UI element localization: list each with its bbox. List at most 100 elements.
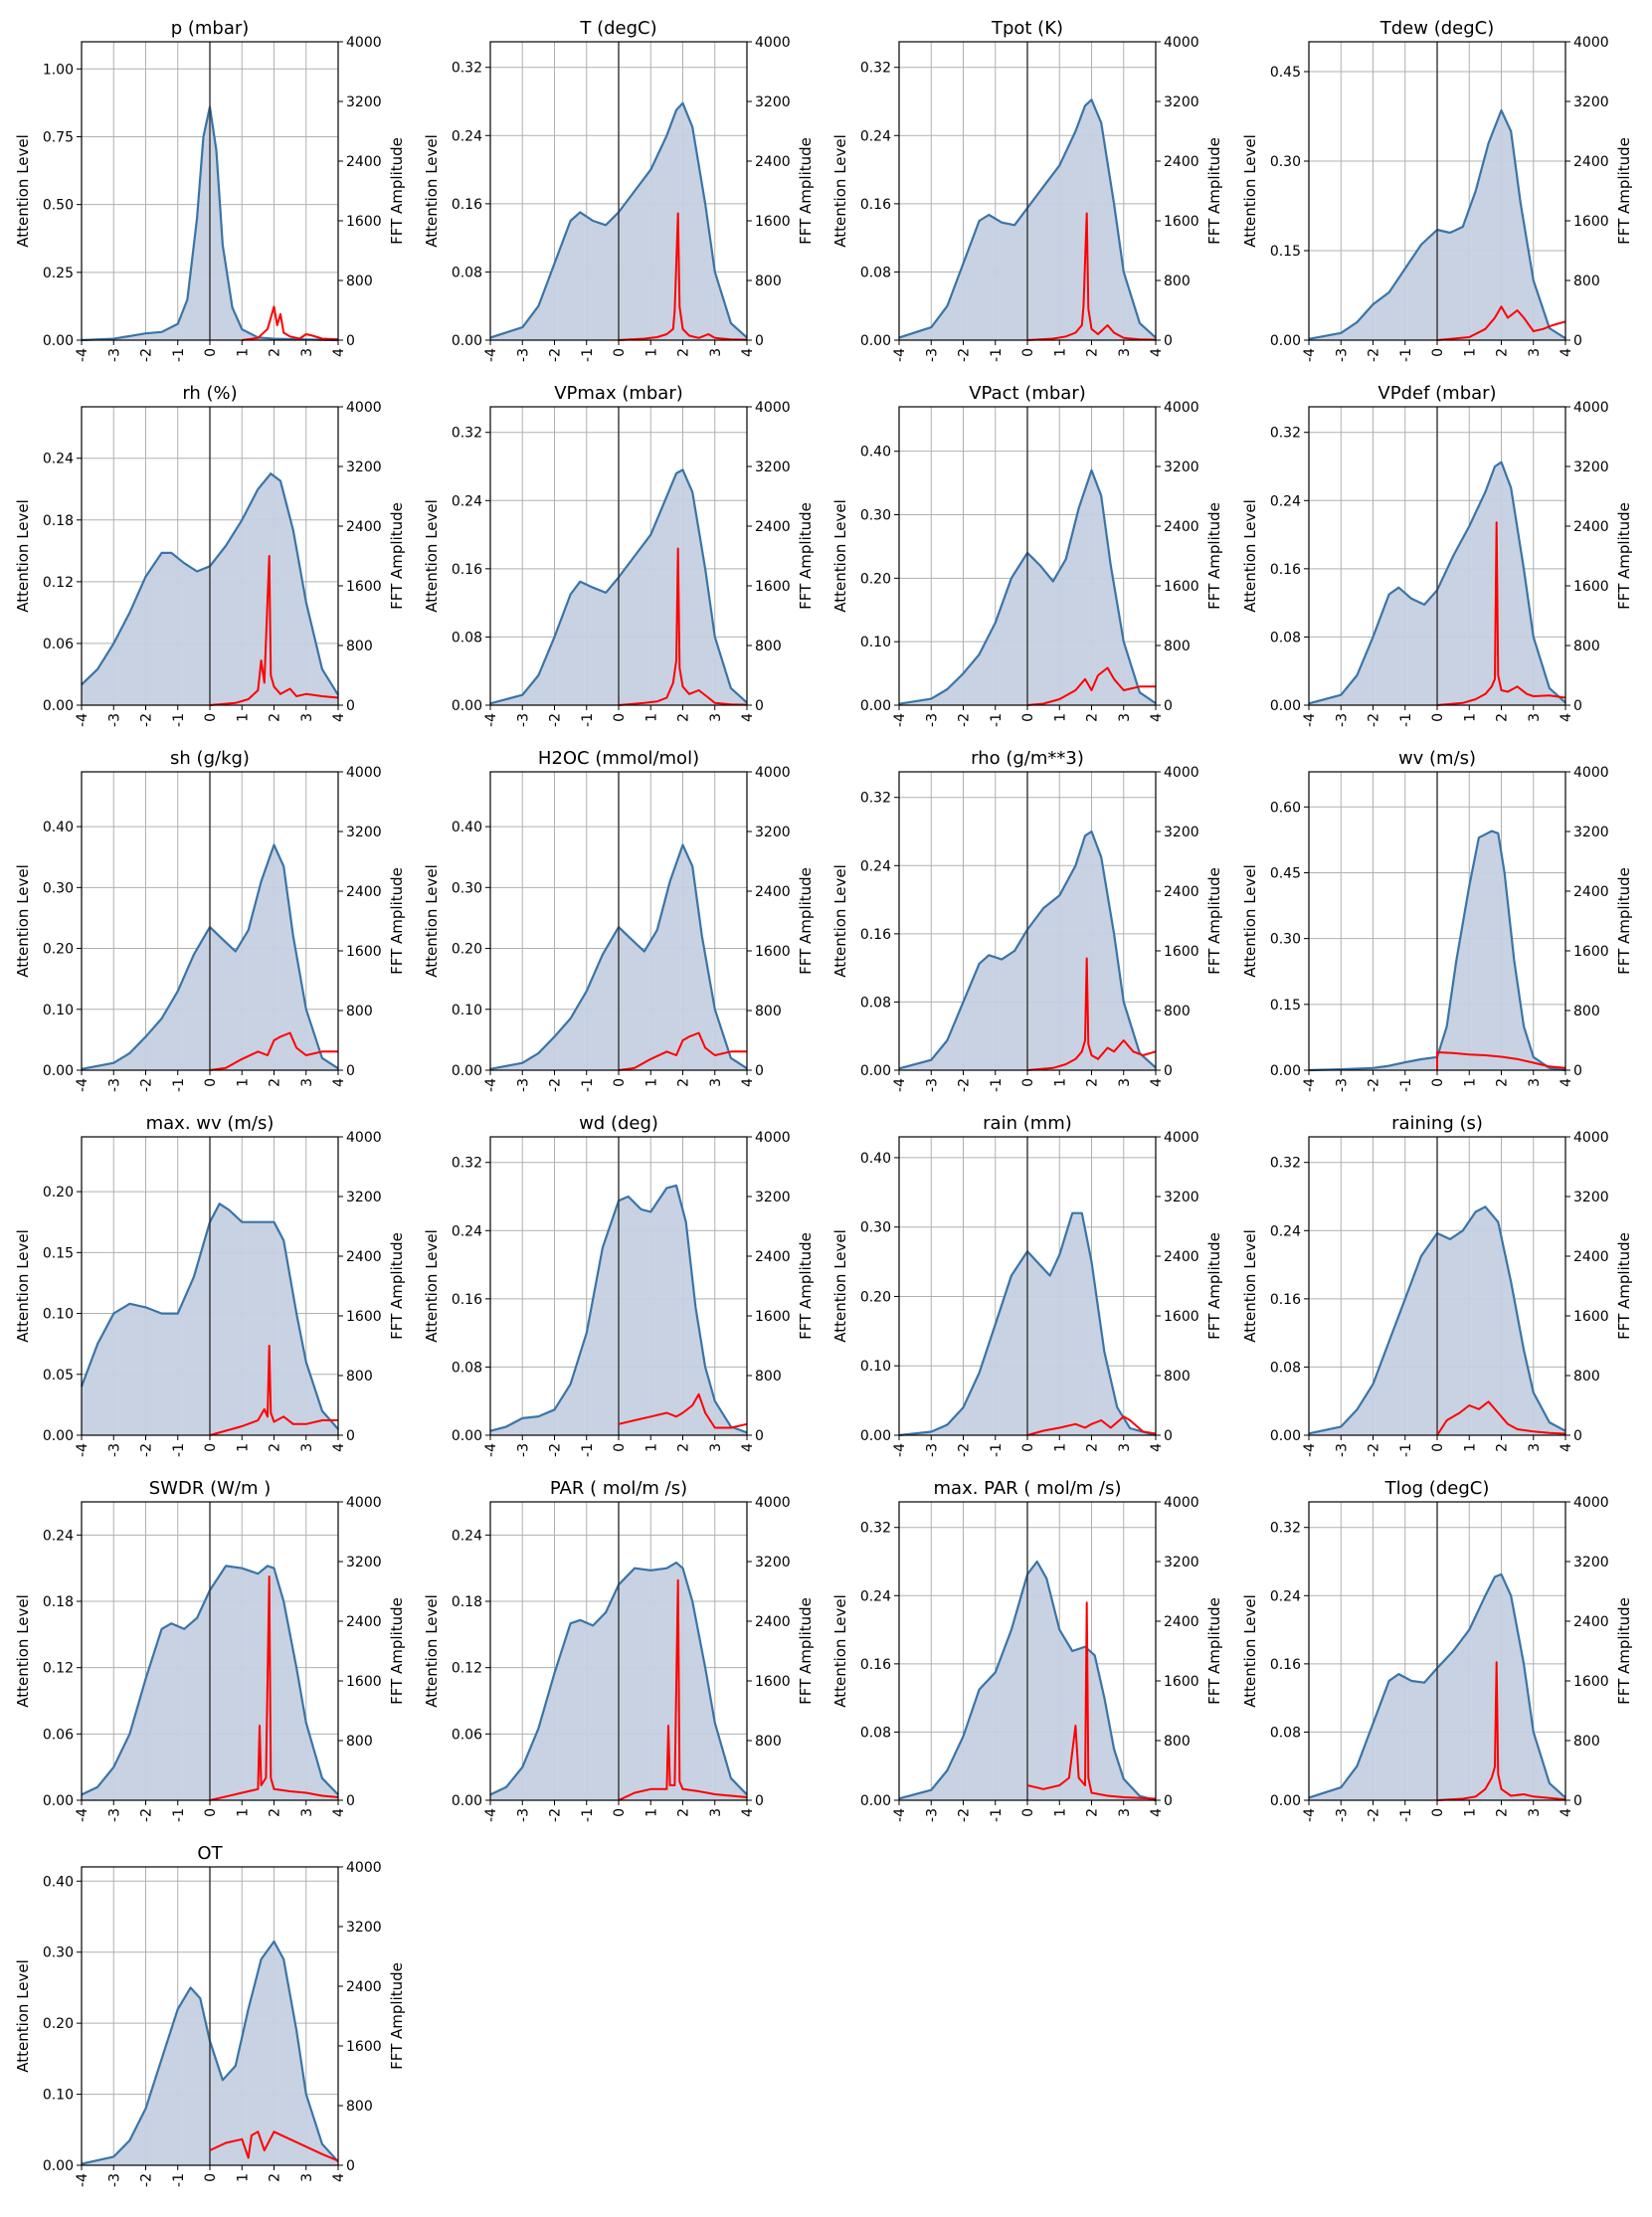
y2tick-label: 0 [1573, 1428, 1582, 1444]
xtick-label: -4 [892, 1078, 908, 1092]
xtick-label: -2 [1367, 1808, 1382, 1822]
y-axis-label: Attention Level [423, 1594, 441, 1708]
y2tick-label: 3200 [1573, 825, 1609, 840]
xtick-label: 4 [331, 348, 347, 357]
xtick-label: -2 [139, 1443, 155, 1457]
subplot-7: VPdef (mbar) 0.00 0.08 0.16 0.24 0.32 0 800 1600… [1229, 365, 1652, 757]
subplot-2: Tpot (K) 0.00 0.08 0.16 0.24 0.32 0 800 1600 2400… [820, 0, 1245, 392]
xtick-label: 3 [299, 1078, 315, 1087]
subplot-18: max. PAR ( mol/m /s) 0.00 0.08 0.16 0.24 0.32… [820, 1460, 1245, 1852]
xtick-label: 2 [676, 713, 692, 722]
y2tick-label: 4000 [1164, 35, 1199, 51]
xtick-label: 1 [235, 1443, 251, 1452]
ytick-label: 0.05 [43, 1368, 74, 1384]
ytick-label: 0.45 [1270, 65, 1301, 81]
ytick-label: 0.08 [860, 995, 891, 1011]
subplot-11: wv (m/s) 0.00 0.15 0.30 0.45 0.60 0 800 1600 2400… [1229, 730, 1652, 1122]
xtick-label: -4 [892, 1443, 908, 1457]
ytick-label: 0.08 [452, 1360, 482, 1376]
xtick-label: 1 [1462, 713, 1478, 722]
ytick-label: 0.16 [452, 197, 482, 213]
ytick-label: 0.06 [452, 1727, 482, 1743]
y2tick-label: 4000 [1573, 1130, 1609, 1146]
y-axis-label: Attention Level [423, 864, 441, 978]
ytick-label: 0.00 [1270, 1428, 1301, 1444]
y2tick-label: 0 [755, 1063, 764, 1079]
ytick-label: 0.16 [452, 1292, 482, 1308]
xtick-label: -3 [924, 713, 940, 727]
subplot-14: rain (mm) 0.00 0.10 0.20 0.30 0.40 0 800 1600 240… [820, 1095, 1245, 1487]
kde-line [81, 1565, 339, 1796]
xtick-label: 3 [299, 713, 315, 722]
y-axis-label: Attention Level [14, 1229, 32, 1343]
xtick-label: -2 [1367, 1078, 1382, 1092]
y2tick-label: 800 [1573, 1734, 1600, 1750]
fft-line [618, 1031, 747, 1071]
kde-line [898, 98, 1157, 339]
xtick-label: 4 [1559, 1078, 1574, 1087]
xtick-label: 0 [1430, 1443, 1446, 1452]
xtick-label: -2 [548, 348, 564, 362]
ytick-label: 0.00 [43, 2158, 74, 2174]
ytick-label: 0.16 [1270, 562, 1301, 578]
xtick-label: -3 [515, 1078, 531, 1092]
y2tick-label: 2400 [1573, 884, 1609, 900]
xtick-label: 1 [235, 713, 251, 722]
ytick-label: 0.32 [452, 426, 482, 442]
ytick-label: 0.32 [860, 1521, 891, 1537]
xtick-label: 4 [740, 1808, 756, 1817]
y2tick-label: 1600 [346, 1309, 382, 1325]
subplot-svg: wd (deg)0.000.080.160.240.32080016002400… [423, 1113, 815, 1457]
y2tick-label: 4000 [1164, 400, 1199, 416]
xtick-label: 4 [1149, 1443, 1165, 1452]
ytick-label: 0.75 [43, 129, 74, 145]
y2tick-label: 4000 [346, 35, 382, 51]
y-axis-label: Attention Level [1241, 864, 1259, 978]
y2tick-label: 4000 [1573, 765, 1609, 781]
y2tick-label: 3200 [1164, 94, 1199, 110]
ytick-label: 0.18 [43, 513, 74, 529]
xtick-label: 1 [643, 348, 659, 357]
y2tick-label: 1600 [346, 214, 382, 230]
xtick-label: 2 [268, 2173, 283, 2182]
xtick-label: 2 [268, 348, 283, 357]
y2tick-label: 2400 [755, 519, 791, 535]
y2tick-label: 0 [755, 1428, 764, 1444]
ytick-label: 0.40 [43, 1874, 74, 1890]
xtick-label: -1 [171, 713, 187, 727]
xtick-label: -2 [957, 1443, 973, 1457]
xtick-label: -4 [75, 348, 91, 362]
y-axis-label: Attention Level [831, 1229, 849, 1343]
ytick-label: 0.30 [43, 1945, 74, 1961]
xtick-label: 3 [1117, 1078, 1133, 1087]
xtick-label: -3 [515, 348, 531, 362]
y2tick-label: 3200 [1573, 94, 1609, 110]
ytick-label: 0.20 [43, 2016, 74, 2032]
ytick-label: 0.40 [452, 820, 482, 835]
y2tick-label: 3200 [1164, 825, 1199, 840]
xtick-label: -2 [957, 713, 973, 727]
y2tick-label: 4000 [1573, 35, 1609, 51]
y2-axis-label: FFT Amplitude [797, 502, 815, 610]
xtick-label: 1 [235, 1808, 251, 1817]
y2-axis-label: FFT Amplitude [1615, 1232, 1633, 1340]
ytick-label: 0.30 [43, 880, 74, 896]
y2tick-label: 800 [755, 1004, 782, 1019]
y2tick-label: 0 [1164, 1063, 1173, 1079]
ytick-label: 0.24 [452, 1223, 482, 1239]
y2-axis-label: FFT Amplitude [797, 867, 815, 975]
xtick-label: 2 [676, 1443, 692, 1452]
y2tick-label: 800 [346, 1369, 373, 1385]
ytick-label: 0.10 [860, 635, 891, 650]
y-axis-label: Attention Level [14, 499, 32, 613]
y2tick-label: 3200 [755, 460, 791, 475]
xtick-label: 2 [268, 1808, 283, 1817]
xtick-label: -2 [548, 1808, 564, 1822]
ytick-label: 0.00 [1270, 1793, 1301, 1809]
y2-axis-label: FFT Amplitude [1205, 1597, 1223, 1705]
xtick-label: 3 [1117, 1443, 1133, 1452]
y2tick-label: 2400 [1164, 1249, 1199, 1265]
xtick-label: 0 [1020, 348, 1036, 357]
y2tick-label: 800 [346, 274, 373, 289]
y-axis-label: Attention Level [14, 1959, 32, 2073]
